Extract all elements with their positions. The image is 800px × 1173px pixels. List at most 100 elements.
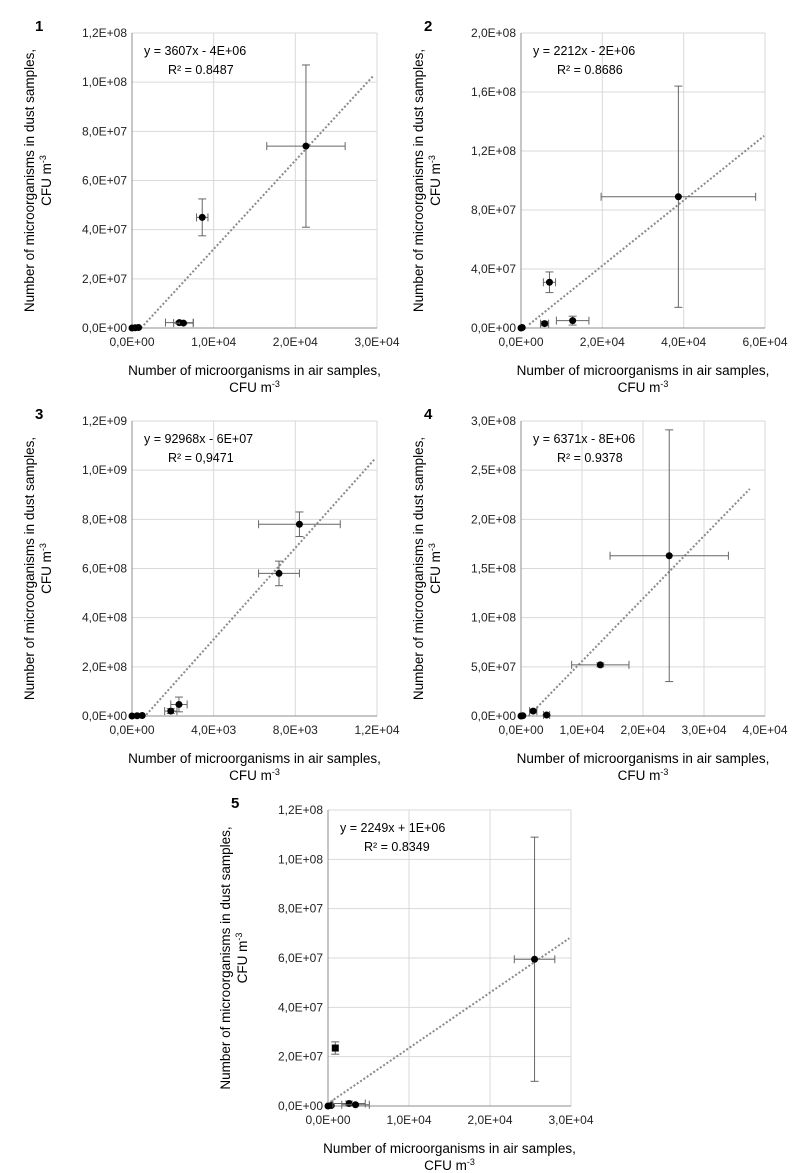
data-point	[302, 142, 310, 150]
x-tick-label: 2,0E+04	[620, 723, 665, 737]
x-tick-label: 4,0E+03	[191, 723, 236, 737]
y-tick-label: 0,0E+00	[82, 321, 127, 335]
data-point	[541, 320, 549, 328]
y-tick-label: 1,2E+08	[471, 144, 516, 158]
y-axis-unit-text: CFU m	[428, 163, 443, 206]
trend-equation: y = 2249x + 1E+06	[340, 821, 445, 835]
y-axis-unit: CFU m-3	[427, 155, 443, 206]
x-axis-unit-exponent: -3	[660, 379, 668, 389]
x-tick-label: 3,0E+04	[548, 1113, 593, 1127]
chart-panel-3: 0,0E+00 2,0E+08 4,0E+08 6,0E+08 8,0E+08 1,0E+…	[22, 406, 400, 783]
x-tick-label: 8,0E+03	[273, 723, 318, 737]
y-tick-label: 6,0E+07	[278, 951, 323, 965]
data-point	[331, 1044, 339, 1052]
y-axis-unit: CFU m-3	[38, 155, 54, 206]
x-axis-unit-exponent: -3	[467, 1157, 475, 1167]
trend-line	[329, 937, 570, 1103]
y-axis-title: Number of microorganisms in dust samples…	[411, 49, 426, 312]
data-point	[529, 707, 537, 715]
r-squared: R² = 0.8487	[168, 63, 234, 77]
panel-label: 4	[424, 406, 433, 423]
y-tick-label: 5,0E+07	[471, 660, 516, 674]
y-axis-unit-text: CFU m	[428, 551, 443, 594]
x-tick-label: 2,0E+04	[580, 335, 625, 349]
x-tick-label: 0,0E+00	[305, 1113, 350, 1127]
y-axis-unit-text: CFU m	[39, 551, 54, 594]
x-tick-label: 0,0E+00	[498, 723, 543, 737]
trend-equation: y = 92968x - 6E+07	[144, 432, 253, 446]
r-squared: R² = 0,9471	[168, 451, 234, 465]
data-point	[198, 213, 206, 221]
data-point	[133, 712, 141, 720]
y-tick-label: 2,0E+08	[471, 26, 516, 40]
y-tick-label: 4,0E+07	[278, 1000, 323, 1014]
data-point	[295, 520, 303, 528]
x-axis-unit: CFU m-3	[618, 767, 669, 783]
data-point	[543, 711, 551, 719]
y-tick-label: 2,0E+08	[82, 660, 127, 674]
x-axis-unit: CFU m-3	[618, 379, 669, 395]
x-tick-label: 0,0E+00	[498, 335, 543, 349]
x-axis-title: Number of microorganisms in air samples,	[517, 751, 770, 766]
x-axis-unit-text: CFU m	[618, 768, 661, 783]
data-point	[665, 552, 673, 560]
y-tick-label: 8,0E+07	[278, 902, 323, 916]
y-axis-unit-text: CFU m	[39, 163, 54, 206]
y-axis-title: Number of microorganisms in dust samples…	[22, 49, 37, 312]
data-point	[167, 707, 175, 715]
y-tick-label: 2,0E+07	[278, 1050, 323, 1064]
trend-line	[528, 135, 765, 326]
y-tick-label: 3,0E+08	[471, 414, 516, 428]
y-tick-label: 2,0E+07	[82, 272, 127, 286]
y-tick-label: 1,0E+08	[278, 852, 323, 866]
x-axis-unit-exponent: -3	[272, 767, 280, 777]
y-tick-label: 0,0E+00	[82, 709, 127, 723]
x-axis-unit: CFU m-3	[229, 767, 280, 783]
data-point	[596, 661, 604, 669]
panel-label: 3	[35, 406, 43, 423]
y-tick-label: 0,0E+00	[471, 321, 516, 335]
x-axis-unit-text: CFU m	[229, 768, 272, 783]
panel-label: 5	[231, 795, 239, 812]
y-tick-label: 1,2E+09	[82, 414, 127, 428]
y-tick-label: 1,6E+08	[471, 85, 516, 99]
x-axis-unit-text: CFU m	[618, 380, 661, 395]
y-axis-unit-exponent: -3	[427, 543, 437, 551]
y-axis-unit: CFU m-3	[38, 543, 54, 594]
y-tick-label: 1,5E+08	[471, 562, 516, 576]
x-tick-label: 3,0E+04	[681, 723, 726, 737]
y-tick-label: 1,2E+08	[278, 803, 323, 817]
data-point	[519, 712, 527, 720]
y-tick-label: 1,0E+08	[82, 75, 127, 89]
r-squared: R² = 0.9378	[557, 451, 623, 465]
x-tick-label: 2,0E+04	[273, 335, 318, 349]
panel-label: 1	[35, 18, 43, 35]
y-tick-label: 0,0E+00	[278, 1099, 323, 1113]
x-axis-unit-text: CFU m	[424, 1158, 467, 1173]
x-tick-label: 1,2E+04	[354, 723, 399, 737]
y-tick-label: 2,0E+08	[471, 512, 516, 526]
y-axis-title: Number of microorganisms in dust samples…	[22, 437, 37, 700]
y-axis-unit: CFU m-3	[427, 543, 443, 594]
data-point	[545, 278, 553, 286]
data-point	[135, 324, 143, 332]
x-tick-label: 0,0E+00	[109, 335, 154, 349]
chart-panel-5: 0,0E+00 2,0E+07 4,0E+07 6,0E+07 8,0E+07 1,0E+…	[218, 795, 594, 1173]
x-tick-label: 3,0E+04	[354, 335, 399, 349]
data-point	[179, 319, 187, 327]
data-point	[352, 1101, 360, 1109]
y-tick-label: 2,5E+08	[471, 463, 516, 477]
x-tick-label: 1,0E+04	[386, 1113, 431, 1127]
y-tick-label: 6,0E+07	[82, 174, 127, 188]
y-axis-title: Number of microorganisms in dust samples…	[218, 826, 233, 1089]
y-tick-label: 8,0E+07	[82, 124, 127, 138]
y-axis-unit-exponent: -3	[38, 543, 48, 551]
data-point	[518, 324, 526, 332]
x-tick-label: 6,0E+04	[742, 335, 787, 349]
y-tick-label: 1,0E+08	[471, 611, 516, 625]
trend-line	[140, 75, 374, 329]
x-axis-unit-exponent: -3	[272, 379, 280, 389]
r-squared: R² = 0.8349	[364, 840, 430, 854]
y-tick-label: 4,0E+08	[82, 611, 127, 625]
data-point	[275, 569, 283, 577]
